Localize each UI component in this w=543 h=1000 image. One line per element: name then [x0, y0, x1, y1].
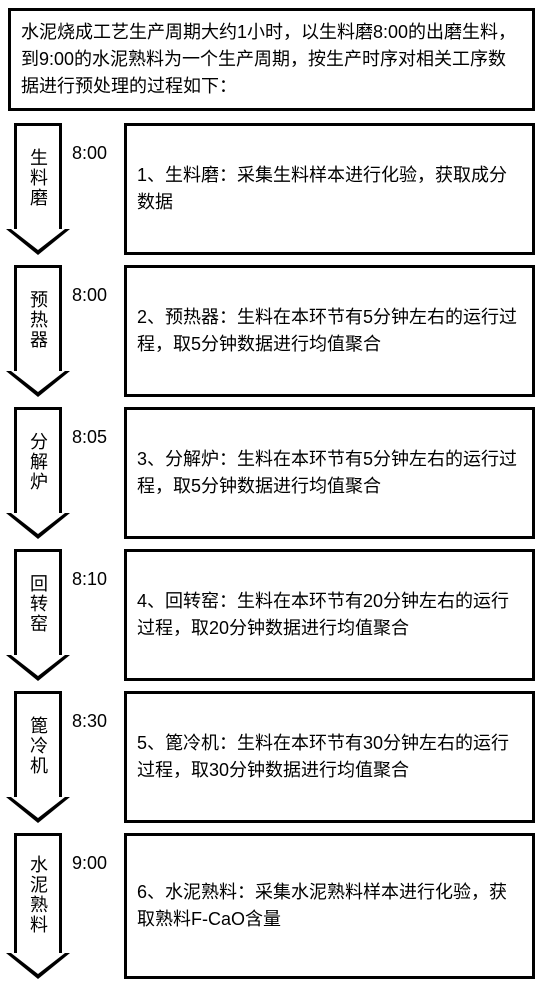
time-label: 8:10	[68, 549, 120, 681]
arrow-col: 水泥熟料	[8, 833, 68, 979]
step-row: 篦冷机 8:30 5、篦冷机：生料在本环节有30分钟左右的运行过程，取30分钟数…	[8, 691, 535, 823]
step-box: 6、水泥熟料：采集水泥熟料样本进行化验，获取熟料F-CaO含量	[124, 833, 535, 979]
step-text: 2、预热器：生料在本环节有5分钟左右的运行过程，取5分钟数据进行均值聚合	[137, 304, 522, 358]
step-row: 分解炉 8:05 3、分解炉：生料在本环节有5分钟左右的运行过程，取5分钟数据进…	[8, 407, 535, 539]
arrow-label: 回转窑	[14, 549, 62, 656]
intro-box: 水泥烧成工艺生产周期大约1小时，以生料磨8:00的出磨生料，到9:00的水泥熟料…	[8, 8, 535, 111]
arrow-label: 预热器	[14, 265, 62, 372]
step-box: 1、生料磨：采集生料样本进行化验，获取成分数据	[124, 123, 535, 255]
time-label: 8:00	[68, 123, 120, 255]
time-label: 8:30	[68, 691, 120, 823]
step-text: 3、分解炉：生料在本环节有5分钟左右的运行过程，取5分钟数据进行均值聚合	[137, 446, 522, 500]
arrow-head-icon	[6, 513, 70, 539]
time-label: 8:05	[68, 407, 120, 539]
arrow-col: 分解炉	[8, 407, 68, 539]
step-row: 预热器 8:00 2、预热器：生料在本环节有5分钟左右的运行过程，取5分钟数据进…	[8, 265, 535, 397]
step-box: 5、篦冷机：生料在本环节有30分钟左右的运行过程，取30分钟数据进行均值聚合	[124, 691, 535, 823]
arrow-col: 篦冷机	[8, 691, 68, 823]
arrow-head-icon	[6, 371, 70, 397]
arrow-shape: 水泥熟料	[14, 833, 62, 979]
step-text: 6、水泥熟料：采集水泥熟料样本进行化验，获取熟料F-CaO含量	[137, 879, 522, 933]
arrow-label: 水泥熟料	[14, 833, 62, 954]
time-label: 9:00	[68, 833, 120, 979]
arrow-label: 生料磨	[14, 123, 62, 230]
arrow-head-icon	[6, 953, 70, 979]
step-row: 水泥熟料 9:00 6、水泥熟料：采集水泥熟料样本进行化验，获取熟料F-CaO含…	[8, 833, 535, 979]
arrow-shape: 分解炉	[14, 407, 62, 539]
arrow-shape: 回转窑	[14, 549, 62, 681]
arrow-col: 回转窑	[8, 549, 68, 681]
step-text: 4、回转窑：生料在本环节有20分钟左右的运行过程，取20分钟数据进行均值聚合	[137, 588, 522, 642]
step-box: 3、分解炉：生料在本环节有5分钟左右的运行过程，取5分钟数据进行均值聚合	[124, 407, 535, 539]
step-text: 1、生料磨：采集生料样本进行化验，获取成分数据	[137, 162, 522, 216]
arrow-label: 分解炉	[14, 407, 62, 514]
step-box: 4、回转窑：生料在本环节有20分钟左右的运行过程，取20分钟数据进行均值聚合	[124, 549, 535, 681]
arrow-shape: 生料磨	[14, 123, 62, 255]
arrow-head-icon	[6, 797, 70, 823]
arrow-col: 预热器	[8, 265, 68, 397]
arrow-shape: 预热器	[14, 265, 62, 397]
step-row: 生料磨 8:00 1、生料磨：采集生料样本进行化验，获取成分数据	[8, 123, 535, 255]
arrow-shape: 篦冷机	[14, 691, 62, 823]
arrow-col: 生料磨	[8, 123, 68, 255]
step-row: 回转窑 8:10 4、回转窑：生料在本环节有20分钟左右的运行过程，取20分钟数…	[8, 549, 535, 681]
arrow-label: 篦冷机	[14, 691, 62, 798]
time-label: 8:00	[68, 265, 120, 397]
step-box: 2、预热器：生料在本环节有5分钟左右的运行过程，取5分钟数据进行均值聚合	[124, 265, 535, 397]
arrow-head-icon	[6, 655, 70, 681]
step-text: 5、篦冷机：生料在本环节有30分钟左右的运行过程，取30分钟数据进行均值聚合	[137, 730, 522, 784]
intro-text: 水泥烧成工艺生产周期大约1小时，以生料磨8:00的出磨生料，到9:00的水泥熟料…	[21, 22, 516, 96]
arrow-head-icon	[6, 229, 70, 255]
